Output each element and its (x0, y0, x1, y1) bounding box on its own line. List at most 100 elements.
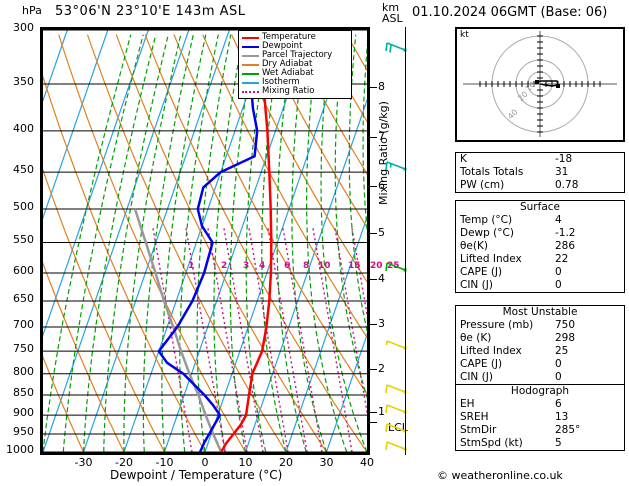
pressure-unit-label: hPa (22, 4, 42, 17)
most-unstable-row: CAPE (J) 0 (456, 358, 624, 371)
surface-key: CAPE (J) (460, 266, 503, 278)
altitude-tick-7: 7 (378, 130, 385, 144)
mixing-ratio-label-15: 15 (348, 261, 361, 271)
temp-tick-40: 40 (360, 456, 374, 469)
surface-row: Dewp (°C) -1.2 (456, 227, 624, 240)
index-row: K -18 (456, 153, 624, 166)
plot-legend: Temperature Dewpoint Parcel Trajectory Dry … (238, 30, 352, 99)
pressure-tick-350: 350 (13, 75, 34, 89)
legend-label: Dry Adiabat (262, 59, 313, 69)
mixing-ratio-label-10: 10 (318, 261, 331, 271)
legend-swatch-icon (242, 45, 259, 48)
hodograph-stats-panel: Hodograph EH 6 SREH 13 StmDir 285° StmSpd (kt) 5 (455, 384, 625, 451)
hodograph-stat-value: 6 (555, 398, 562, 410)
surface-value: 0 (555, 266, 562, 278)
wind-barb-320mb (385, 41, 407, 53)
index-value: -18 (555, 153, 573, 165)
legend-label: Temperature (262, 32, 316, 42)
legend-item-temperature: Temperature (242, 33, 348, 42)
most-unstable-row: θe (K) 298 (456, 332, 624, 345)
hodograph-stat-row: SREH 13 (456, 411, 624, 424)
altitude-unit-line1: km (382, 1, 400, 14)
legend-swatch-icon (242, 90, 259, 93)
wind-barb-600mb (385, 262, 407, 272)
legend-item-dewpoint: Dewpoint (242, 42, 348, 51)
wind-barb-450mb (385, 161, 407, 171)
legend-swatch-icon (242, 72, 259, 75)
index-key: Totals Totals (460, 166, 524, 178)
temp-tick--30: -30 (74, 456, 93, 469)
altitude-unit-line2: ASL (382, 12, 403, 25)
most-unstable-key: Pressure (mb) (460, 319, 534, 331)
pressure-tick-1000: 1000 (6, 443, 34, 456)
most-unstable-row: Pressure (mb) 750 (456, 319, 624, 332)
hodograph-unit-label: kt (460, 30, 469, 40)
copyright-credit: © weatheronline.co.uk (437, 469, 563, 482)
altitude-tick-mark-1 (370, 411, 377, 413)
lcl-tick-mark (370, 421, 377, 423)
x-axis-title: Dewpoint / Temperature (°C) (110, 468, 283, 482)
temp-tick-20: 20 (279, 456, 293, 469)
surface-value: 22 (555, 253, 569, 265)
legend-swatch-icon (242, 63, 259, 66)
surface-value: 0 (555, 279, 562, 291)
most-unstable-value: 25 (555, 345, 569, 357)
hodograph-panel: kt 10 20 40 (455, 27, 625, 142)
most-unstable-value: 750 (555, 319, 576, 331)
mixing-ratio-label-20: 20 (370, 261, 383, 271)
surface-row: CIN (J) 0 (456, 279, 624, 292)
pressure-tick-800: 800 (13, 364, 34, 378)
surface-row: θe(K) 286 (456, 240, 624, 253)
altitude-tick-mark-4 (370, 279, 377, 281)
hodograph-stat-title: Hodograph (510, 385, 570, 397)
most-unstable-row: Lifted Index 25 (456, 345, 624, 358)
surface-title: Surface (519, 201, 560, 213)
altitude-unit-label: km ASL (382, 2, 403, 24)
legend-swatch-icon (242, 36, 259, 39)
surface-value: 286 (555, 240, 576, 252)
pressure-tick-650: 650 (13, 292, 34, 305)
surface-row: Temp (°C) 4 (456, 214, 624, 227)
pressure-tick-550: 550 (13, 233, 34, 247)
hodograph-stat-value: 13 (555, 411, 569, 423)
wind-barb-axis (405, 27, 406, 455)
mixing-ratio-label-8: 8 (303, 261, 310, 271)
hodograph-stat-key: EH (460, 398, 475, 410)
altitude-tick-8: 8 (378, 79, 385, 93)
altitude-tick-5: 5 (378, 226, 385, 240)
surface-key: Dewp (°C) (460, 227, 514, 239)
pressure-tick-950: 950 (13, 425, 34, 439)
altitude-tick-1: 1 (378, 404, 385, 418)
legend-item-mixing-ratio: Mixing Ratio (242, 87, 348, 96)
altitude-tick-mark-6 (370, 185, 377, 187)
surface-key: Temp (°C) (460, 214, 513, 226)
mixing-ratio-label-1: 1 (188, 261, 195, 271)
pressure-tick-450: 450 (13, 163, 34, 177)
most-unstable-panel: Most Unstable Pressure (mb) 750 θe (K) 298 Li… (455, 305, 625, 385)
surface-row: Lifted Index 22 (456, 253, 624, 266)
surface-value: 4 (555, 214, 562, 226)
legend-label: Dewpoint (262, 41, 303, 51)
temp-tick-30: 30 (319, 456, 334, 469)
skewt-canvas (43, 30, 367, 452)
index-value: 0.78 (555, 179, 579, 191)
most-unstable-value: 0 (555, 371, 562, 383)
svg-text:40: 40 (506, 108, 520, 122)
altitude-tick-mark-2 (370, 368, 377, 370)
legend-item-isotherm: Isotherm (242, 78, 348, 87)
altitude-tick-4: 4 (378, 272, 385, 286)
most-unstable-key: Lifted Index (460, 345, 522, 357)
altitude-tick-mark-3 (370, 324, 377, 326)
hodograph-stat-value: 5 (555, 437, 562, 449)
pressure-tick-400: 400 (13, 121, 34, 135)
sounding-datetime: 01.10.2024 06GMT (Base: 06) (412, 5, 608, 20)
altitude-tick-mark-5 (370, 233, 377, 235)
temp-tick-10: 10 (238, 456, 253, 469)
pressure-tick-900: 900 (13, 406, 34, 420)
surface-key: CIN (J) (460, 279, 493, 291)
mixing-ratio-label-2: 2 (221, 261, 228, 271)
index-value: 31 (555, 166, 569, 178)
legend-label: Parcel Trajectory (262, 50, 333, 60)
altitude-tick-mark-7 (370, 137, 377, 139)
